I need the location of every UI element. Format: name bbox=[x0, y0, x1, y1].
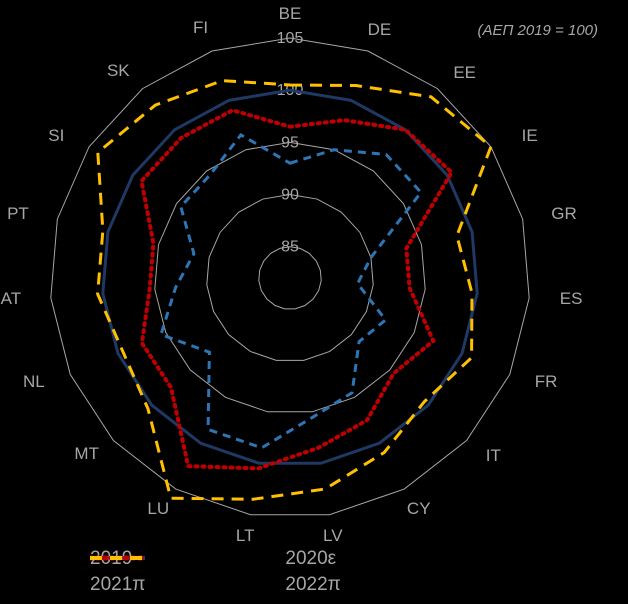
axis-label-NL: NL bbox=[23, 372, 45, 392]
axis-label-ES: ES bbox=[560, 289, 583, 309]
axis-label-IT: IT bbox=[486, 446, 501, 466]
tick-label: 105 bbox=[277, 30, 304, 47]
tick-label: 90 bbox=[281, 187, 299, 204]
chart-legend: 20192020ε2021π2022π bbox=[90, 548, 341, 596]
axis-label-BE: BE bbox=[279, 4, 302, 24]
axis-label-DE: DE bbox=[368, 20, 392, 40]
legend-label: 2021π bbox=[90, 574, 145, 596]
legend-item-2022π: 2022π bbox=[285, 574, 340, 596]
axis-label-LV: LV bbox=[323, 526, 343, 546]
radar-chart-svg: 859095100105 bbox=[0, 0, 628, 604]
radar-chart-container: (ΑΕΠ 2019 = 100) 859095100105 BEDEEEIEGR… bbox=[0, 0, 628, 604]
tick-label: 85 bbox=[281, 239, 299, 256]
axis-label-MT: MT bbox=[74, 444, 99, 464]
legend-item-2020ε: 2020ε bbox=[285, 548, 340, 570]
legend-item-2021π: 2021π bbox=[90, 574, 145, 596]
axis-label-EE: EE bbox=[453, 63, 476, 83]
grid-ring bbox=[155, 142, 425, 411]
grid-ring bbox=[259, 247, 321, 309]
axis-label-FR: FR bbox=[535, 372, 558, 392]
axis-label-SI: SI bbox=[48, 126, 64, 146]
legend-label: 2020ε bbox=[285, 548, 336, 570]
axis-label-LU: LU bbox=[147, 499, 169, 519]
axis-label-IE: IE bbox=[522, 126, 538, 146]
axis-label-LT: LT bbox=[236, 526, 255, 546]
legend-label: 2022π bbox=[285, 574, 340, 596]
axis-label-SK: SK bbox=[107, 61, 130, 81]
tick-label: 95 bbox=[281, 134, 299, 151]
axis-label-GR: GR bbox=[551, 204, 577, 224]
grid-ring bbox=[207, 195, 373, 361]
axis-label-FI: FI bbox=[193, 18, 208, 38]
grid-ring bbox=[51, 38, 529, 515]
axis-label-PT: PT bbox=[7, 204, 29, 224]
axis-label-CY: CY bbox=[407, 499, 431, 519]
series-2021π bbox=[141, 110, 451, 468]
axis-label-AT: AT bbox=[1, 289, 21, 309]
legend-swatch bbox=[90, 548, 145, 568]
series-2020ε bbox=[161, 135, 421, 448]
